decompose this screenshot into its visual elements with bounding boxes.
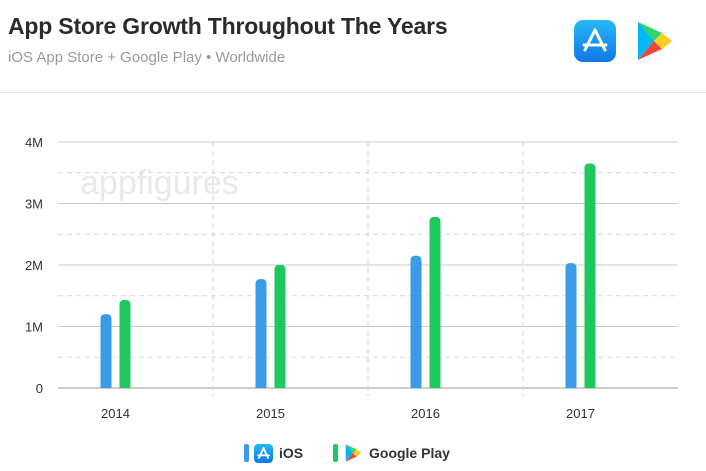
bar-chart: appfigures 0 1M 2M 3M 4M 2014 2015 2016 2017 — [25, 135, 678, 421]
bar-base — [584, 384, 596, 388]
bar-ios-2015[interactable] — [255, 279, 267, 388]
bar-ios-2016[interactable] — [410, 255, 422, 388]
bar-base — [119, 384, 131, 388]
x-axis-ticks: 2014 2015 2016 2017 — [101, 406, 595, 421]
bar-google-play-2015[interactable] — [274, 265, 286, 388]
bar-base — [429, 384, 441, 388]
app-store-icon — [254, 443, 273, 463]
chart-title: App Store Growth Throughout The Years — [8, 13, 448, 39]
chart-subtitle: iOS App Store + Google Play • Worldwide — [8, 49, 286, 66]
y-tick-label: 3M — [25, 197, 43, 212]
bar-google-play-2014[interactable] — [119, 300, 131, 388]
bar-google-play-2016[interactable] — [429, 217, 441, 388]
x-tick-label: 2016 — [411, 406, 440, 421]
y-tick-label: 2M — [25, 258, 43, 273]
chart-legend: iOS Google Play — [0, 440, 706, 466]
google-play-icon — [345, 444, 362, 462]
bar-base — [274, 384, 286, 388]
app-store-icon — [574, 20, 616, 62]
y-tick-label: 1M — [25, 320, 43, 335]
legend-item-google-play[interactable]: Google Play — [333, 440, 450, 466]
legend-item-ios[interactable]: iOS — [244, 440, 303, 466]
legend-label-google-play: Google Play — [369, 445, 450, 461]
chart-bars — [100, 163, 596, 388]
y-axis-ticks: 0 1M 2M 3M 4M — [25, 135, 43, 396]
legend-swatch-google-play — [333, 444, 338, 462]
x-tick-label: 2014 — [101, 406, 130, 421]
bar-base — [100, 384, 112, 388]
legend-label-ios: iOS — [279, 445, 304, 461]
bar-base — [255, 384, 267, 388]
x-tick-label: 2017 — [566, 406, 595, 421]
bar-ios-2014[interactable] — [100, 314, 112, 388]
bar-google-play-2017[interactable] — [584, 163, 596, 388]
chart-header: App Store Growth Throughout The Years iO… — [0, 0, 706, 93]
google-play-icon — [632, 19, 676, 63]
y-tick-label: 0 — [36, 381, 43, 396]
bar-base — [565, 384, 577, 388]
y-tick-label: 4M — [25, 135, 43, 150]
legend-swatch-ios — [244, 444, 249, 462]
watermark: appfigures — [80, 164, 239, 202]
bar-base — [410, 384, 422, 388]
bar-ios-2017[interactable] — [565, 263, 577, 388]
x-tick-label: 2015 — [256, 406, 285, 421]
